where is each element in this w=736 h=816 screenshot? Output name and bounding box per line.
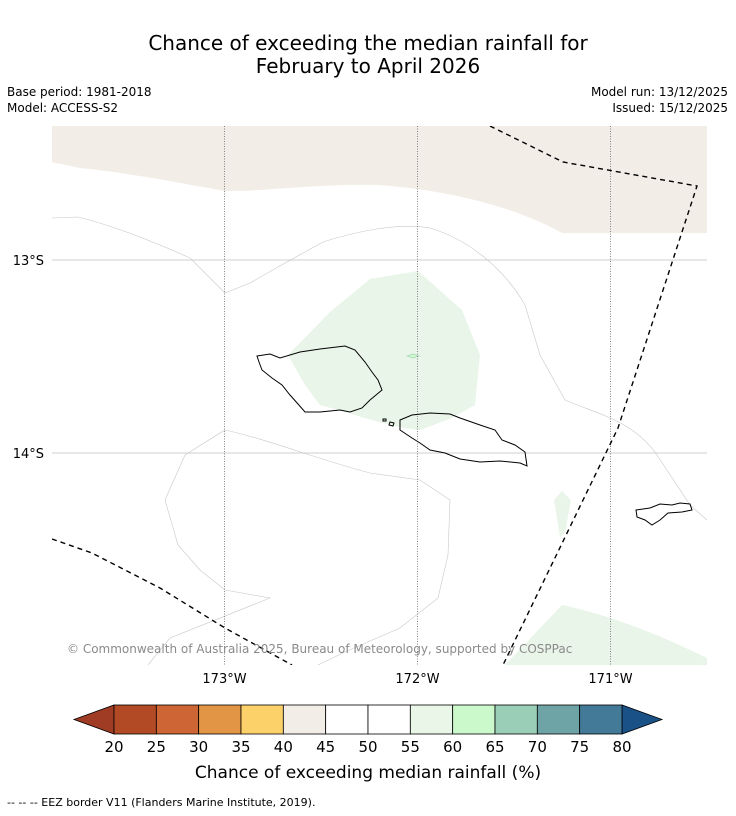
contour-band-55-60-upolu (288, 271, 480, 430)
lat-labels: 13°S 14°S (13, 254, 44, 462)
eez-border (52, 126, 698, 665)
colorbar-segment (494, 704, 538, 735)
lon-label: 171°W (588, 672, 632, 687)
colorbar-segment (113, 704, 157, 735)
coastline (256, 345, 693, 526)
lon-label: 173°W (202, 672, 246, 687)
eez-footnote: -- -- -- EEZ border V11 (Flanders Marine… (7, 796, 316, 809)
colorbar-tick-label: 55 (401, 738, 420, 756)
colorbar-tick-label: 65 (485, 738, 504, 756)
colorbar-tick-label: 75 (570, 738, 589, 756)
copyright-text: © Commonwealth of Australia 2025, Bureau… (67, 642, 572, 656)
issued-date: Issued: 15/12/2025 (612, 101, 728, 115)
colorbar-label: Chance of exceeding median rainfall (%) (195, 763, 541, 783)
upolu-island (399, 412, 528, 467)
manono-islet (388, 421, 395, 427)
map-panel: © Commonwealth of Australia 2025, Bureau… (52, 126, 707, 665)
colorbar-tick-label: 20 (104, 738, 123, 756)
map-title-line1: Chance of exceeding the median rainfall … (148, 31, 588, 55)
contour-band-40-45-north (52, 126, 707, 233)
colorbar-segment (536, 704, 581, 735)
apolima-islet (382, 418, 387, 422)
colorbar-segment (325, 704, 369, 735)
model-name: Model: ACCESS-S2 (7, 101, 119, 115)
colorbar-segment (579, 704, 623, 735)
colorbar-tick-label: 50 (358, 738, 377, 756)
contour-band-55-60-east (554, 491, 571, 537)
colorbar-tick-label: 40 (274, 738, 293, 756)
colorbar-segment (240, 704, 284, 735)
colorbar-over-arrow (621, 704, 664, 735)
contour-lines (52, 216, 707, 665)
colorbar-segment (409, 704, 454, 735)
colorbar-segment (367, 704, 411, 735)
colorbar-segment (452, 704, 496, 735)
colorbar-tick-label: 80 (612, 738, 631, 756)
colorbar-tick-label: 25 (147, 738, 166, 756)
colorbar-tick-label: 70 (528, 738, 547, 756)
colorbar-segment (198, 704, 242, 735)
colorbar-tick-label: 45 (316, 738, 335, 756)
tutuila-island (635, 502, 693, 526)
colorbar-tick-label: 35 (231, 738, 250, 756)
colorbar: 20 25 30 35 40 45 50 55 60 65 70 75 80 (72, 704, 664, 756)
contour-band-55-60-south (505, 605, 707, 665)
colorbar-tick-label: 60 (443, 738, 462, 756)
colorbar-segment (282, 704, 327, 735)
colorbar-segment (155, 704, 200, 735)
contour-band-60-65-speck (406, 353, 420, 359)
map-title-line2: February to April 2026 (255, 54, 481, 78)
lat-label: 13°S (13, 254, 44, 269)
colorbar-tick-label: 30 (189, 738, 208, 756)
lon-labels: 173°W 172°W 171°W (202, 672, 632, 687)
colorbar-under-arrow (72, 704, 115, 735)
savaii-island (256, 345, 383, 413)
lon-label: 172°W (395, 672, 439, 687)
lat-label: 14°S (13, 447, 44, 462)
base-period: Base period: 1981-2018 (7, 85, 152, 99)
model-run: Model run: 13/12/2025 (590, 85, 728, 99)
graticule (52, 126, 707, 665)
